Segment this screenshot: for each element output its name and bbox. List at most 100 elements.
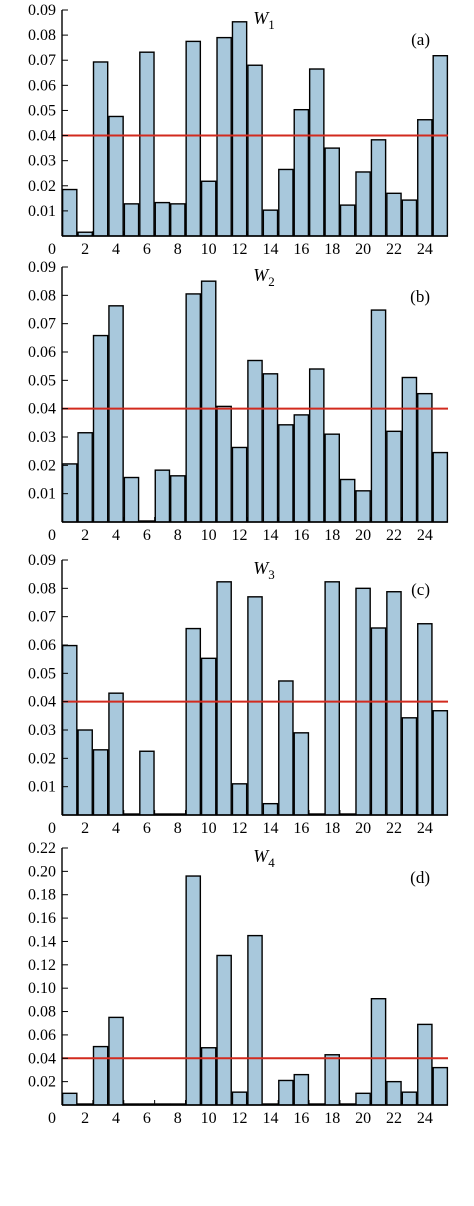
- x-tick-label: 14: [262, 1110, 278, 1127]
- x-tick-label: 2: [81, 241, 89, 258]
- y-tick-label: 0.12: [28, 957, 56, 974]
- bar-25: [432, 1066, 449, 1106]
- bar-4: [108, 1016, 124, 1106]
- x-tick-label: 14: [262, 820, 278, 837]
- y-tick-label: 0.05: [28, 665, 56, 682]
- y-tick-label: 0.07: [28, 316, 56, 333]
- x-tick-label: 16: [293, 241, 309, 258]
- bar-19: [339, 478, 356, 523]
- y-tick-label: 0.22: [28, 840, 56, 857]
- panel-title: W4: [253, 846, 275, 870]
- y-tick-label: 0.04: [28, 694, 56, 711]
- x-tick-label: 18: [324, 820, 340, 837]
- x-tick-label: 22: [386, 527, 402, 544]
- x-tick-label: 4: [112, 527, 120, 544]
- y-tick-label: 0.09: [28, 259, 56, 276]
- bar-11: [216, 581, 232, 816]
- bar-13: [247, 934, 263, 1106]
- bar-9: [185, 40, 202, 237]
- bar-23: [401, 199, 418, 237]
- origin-label: 0: [48, 1110, 56, 1127]
- x-tick-label: 2: [81, 820, 89, 837]
- x-tick-label: 18: [324, 527, 340, 544]
- x-tick-label: 8: [174, 1110, 182, 1127]
- bar-6: [139, 750, 155, 816]
- bar-21: [370, 627, 387, 816]
- bar-11: [216, 954, 232, 1106]
- y-tick-label: 0.03: [28, 153, 56, 170]
- bar-16: [293, 1073, 310, 1106]
- x-tick-label: 24: [417, 241, 433, 258]
- bar-3: [92, 61, 109, 237]
- bar-18: [324, 1054, 341, 1106]
- x-tick-label: 8: [174, 527, 182, 544]
- panel-title-letter: W: [253, 558, 270, 578]
- y-tick-label: 0.05: [28, 102, 56, 119]
- bar-10: [200, 657, 217, 816]
- x-tick-label: 18: [324, 1110, 340, 1127]
- bar-10: [200, 180, 217, 237]
- panel-title-letter: W: [253, 8, 270, 28]
- bar-22: [386, 430, 402, 523]
- y-tick-label: 0.01: [28, 486, 56, 503]
- y-tick-label: 0.10: [28, 980, 56, 997]
- bar-15: [278, 168, 294, 237]
- bar-16: [293, 108, 310, 237]
- bar-24: [417, 392, 433, 523]
- panel-tag: (c): [411, 580, 430, 599]
- x-tick-label: 8: [174, 820, 182, 837]
- chart-panel-2: 0.010.020.030.040.050.060.070.080.090 2 4 6…: [28, 259, 449, 544]
- y-tick-label: 0.06: [28, 77, 56, 94]
- bar-19: [339, 204, 356, 237]
- bar-16: [293, 732, 310, 816]
- x-tick-label: 10: [201, 820, 217, 837]
- bar-1: [61, 463, 78, 523]
- y-tick-label: 0.06: [28, 344, 56, 361]
- panel-tag: (d): [410, 868, 430, 887]
- panel-title: W1: [253, 8, 275, 32]
- y-tick-label: 0.06: [28, 637, 56, 654]
- panel-tag: (b): [410, 287, 430, 306]
- x-tick-label: 20: [355, 527, 371, 544]
- chart-panel-1: 0.010.020.030.040.050.060.070.080.090 2 4 6…: [28, 2, 449, 258]
- chart-panel-3: 0.010.020.030.040.050.060.070.080.090 2 4 6…: [28, 552, 449, 837]
- bar-23: [401, 717, 418, 816]
- bar-10: [200, 280, 217, 523]
- bar-3: [92, 1045, 109, 1106]
- panel-title: W3: [253, 558, 275, 582]
- y-tick-label: 0.09: [28, 2, 56, 19]
- panel-title-subscript: 3: [268, 567, 275, 582]
- bar-8: [169, 475, 186, 523]
- bar-7: [154, 469, 171, 523]
- x-tick-label: 10: [201, 1110, 217, 1127]
- bar-18: [324, 581, 341, 816]
- bar-8: [169, 203, 186, 237]
- bar-13: [247, 359, 263, 523]
- x-tick-label: 6: [143, 1110, 151, 1127]
- x-tick-label: 10: [201, 241, 217, 258]
- x-tick-label: 2: [81, 1110, 89, 1127]
- x-tick-label: 6: [143, 527, 151, 544]
- bar-5: [123, 476, 140, 523]
- bar-24: [417, 623, 433, 816]
- bar-3: [92, 749, 109, 816]
- x-tick-label: 4: [112, 820, 120, 837]
- x-tick-label: 2: [81, 527, 89, 544]
- y-tick-label: 0.14: [28, 933, 56, 950]
- panel-tag: (a): [411, 30, 430, 49]
- y-tick-label: 0.01: [28, 779, 56, 796]
- bar-15: [278, 1079, 294, 1106]
- y-tick-label: 0.03: [28, 722, 56, 739]
- bar-24: [417, 1023, 433, 1106]
- bar-23: [401, 376, 418, 523]
- x-tick-label: 12: [232, 1110, 248, 1127]
- bar-25: [432, 710, 449, 816]
- x-tick-label: 4: [112, 1110, 120, 1127]
- bar-9: [185, 627, 202, 816]
- bar-14: [262, 802, 279, 816]
- bar-3: [92, 334, 109, 523]
- bar-2: [77, 432, 93, 523]
- y-tick-label: 0.04: [28, 128, 56, 145]
- bar-12: [231, 1091, 248, 1106]
- y-tick-label: 0.07: [28, 52, 56, 69]
